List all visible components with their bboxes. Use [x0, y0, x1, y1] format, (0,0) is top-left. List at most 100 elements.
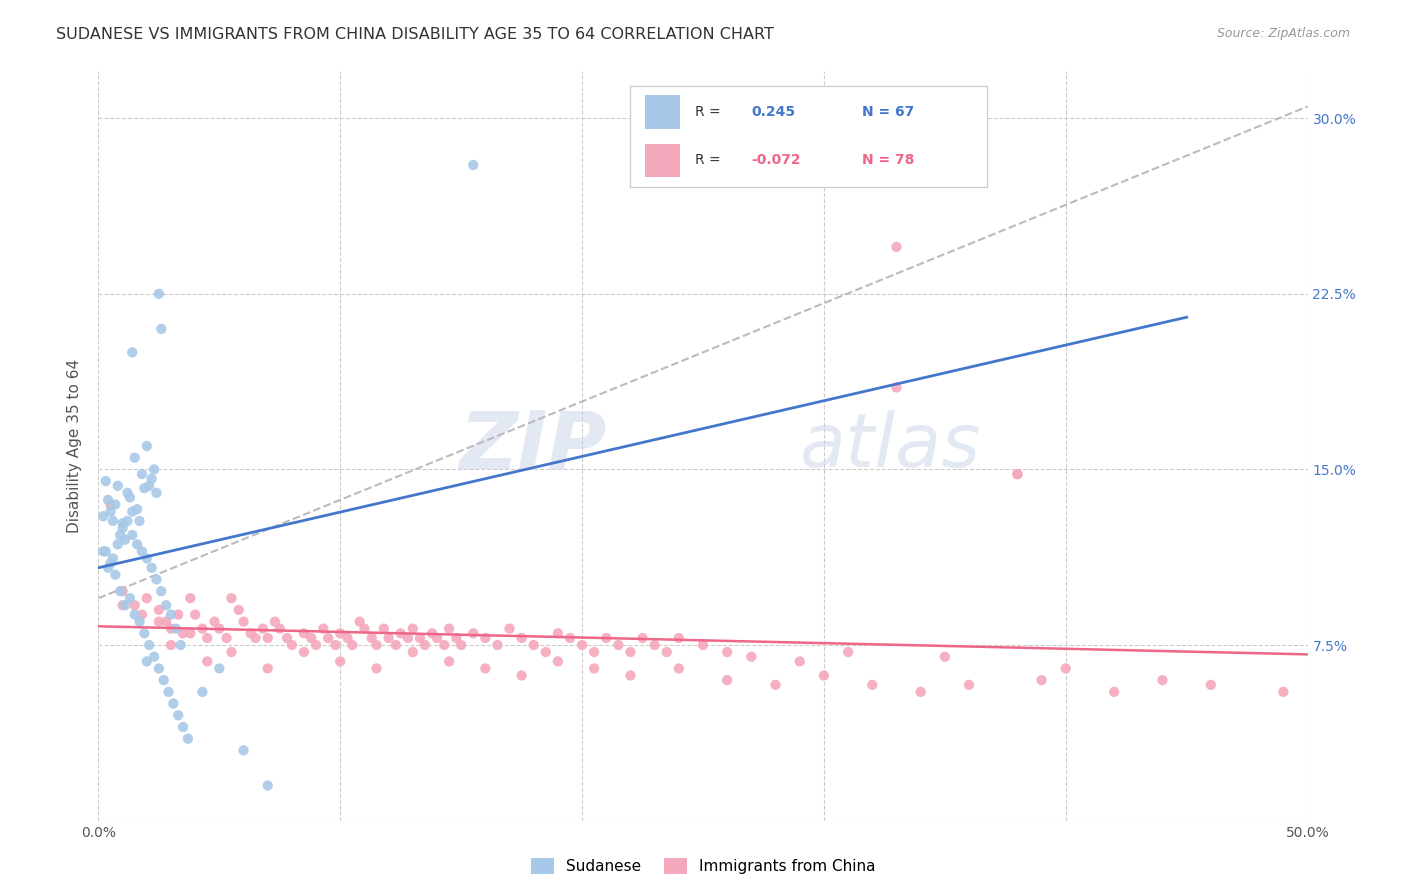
Point: [121, 345, 143, 359]
Point: [228, 603, 250, 617]
Point: [547, 655, 569, 669]
Point: [152, 673, 174, 688]
Point: [162, 697, 184, 711]
Point: [1007, 467, 1029, 482]
Point: [655, 645, 678, 659]
Point: [160, 638, 183, 652]
Point: [765, 678, 787, 692]
Point: [534, 645, 557, 659]
Text: Source: ZipAtlas.com: Source: ZipAtlas.com: [1216, 27, 1350, 40]
Point: [607, 638, 630, 652]
Point: [547, 626, 569, 640]
Point: [91, 509, 114, 524]
Point: [402, 622, 425, 636]
Point: [160, 622, 183, 636]
Point: [276, 631, 298, 645]
Point: [1031, 673, 1053, 688]
Point: [420, 626, 443, 640]
Point: [138, 479, 160, 493]
Point: [114, 599, 136, 613]
Text: SUDANESE VS IMMIGRANTS FROM CHINA DISABILITY AGE 35 TO 64 CORRELATION CHART: SUDANESE VS IMMIGRANTS FROM CHINA DISABI…: [56, 27, 775, 42]
Point: [131, 467, 153, 482]
Point: [145, 573, 167, 587]
Point: [177, 731, 200, 746]
Point: [124, 599, 146, 613]
Point: [135, 591, 157, 606]
Point: [256, 631, 278, 645]
Point: [97, 492, 120, 507]
Point: [373, 622, 395, 636]
Point: [325, 638, 347, 652]
Point: [167, 708, 190, 723]
Point: [155, 615, 177, 629]
Point: [107, 479, 129, 493]
Point: [269, 622, 291, 636]
Point: [583, 645, 606, 659]
Point: [104, 498, 127, 512]
Point: [957, 678, 980, 692]
Point: [595, 631, 617, 645]
Point: [134, 481, 156, 495]
Point: [91, 544, 114, 558]
Point: [127, 502, 149, 516]
Point: [716, 673, 738, 688]
Point: [208, 622, 231, 636]
Point: [510, 631, 533, 645]
Point: [474, 631, 496, 645]
Point: [1272, 685, 1295, 699]
Point: [127, 537, 149, 551]
Point: [571, 638, 593, 652]
Point: [886, 380, 908, 394]
Point: [668, 631, 690, 645]
Text: ZIP: ZIP: [458, 407, 606, 485]
Point: [886, 240, 908, 254]
Point: [312, 622, 335, 636]
Point: [111, 521, 134, 535]
Point: [474, 661, 496, 675]
Point: [413, 638, 436, 652]
Point: [1199, 678, 1222, 692]
Point: [264, 615, 287, 629]
Point: [668, 661, 690, 675]
Point: [558, 631, 581, 645]
Point: [150, 322, 173, 336]
Point: [349, 615, 371, 629]
Point: [426, 631, 449, 645]
Point: [402, 645, 425, 659]
Point: [740, 649, 762, 664]
Point: [141, 472, 163, 486]
Point: [329, 626, 352, 640]
Point: [385, 638, 408, 652]
Point: [195, 631, 218, 645]
Point: [148, 615, 170, 629]
Point: [360, 631, 382, 645]
Point: [155, 599, 177, 613]
Point: [114, 533, 136, 547]
Point: [1054, 661, 1077, 675]
Point: [145, 485, 167, 500]
Point: [292, 626, 315, 640]
Point: [204, 615, 226, 629]
Point: [433, 638, 456, 652]
Point: [169, 638, 191, 652]
Point: [221, 591, 243, 606]
Point: [342, 638, 364, 652]
Point: [389, 626, 412, 640]
Point: [141, 561, 163, 575]
Point: [463, 158, 485, 172]
Point: [148, 661, 170, 675]
Point: [860, 678, 883, 692]
Point: [117, 485, 139, 500]
Point: [329, 655, 352, 669]
Point: [619, 668, 641, 682]
Point: [100, 498, 122, 512]
Point: [377, 631, 399, 645]
Point: [366, 661, 388, 675]
Point: [121, 528, 143, 542]
Point: [934, 649, 956, 664]
Point: [232, 615, 254, 629]
Point: [121, 505, 143, 519]
Point: [245, 631, 267, 645]
Point: [124, 607, 146, 622]
Point: [108, 584, 131, 599]
